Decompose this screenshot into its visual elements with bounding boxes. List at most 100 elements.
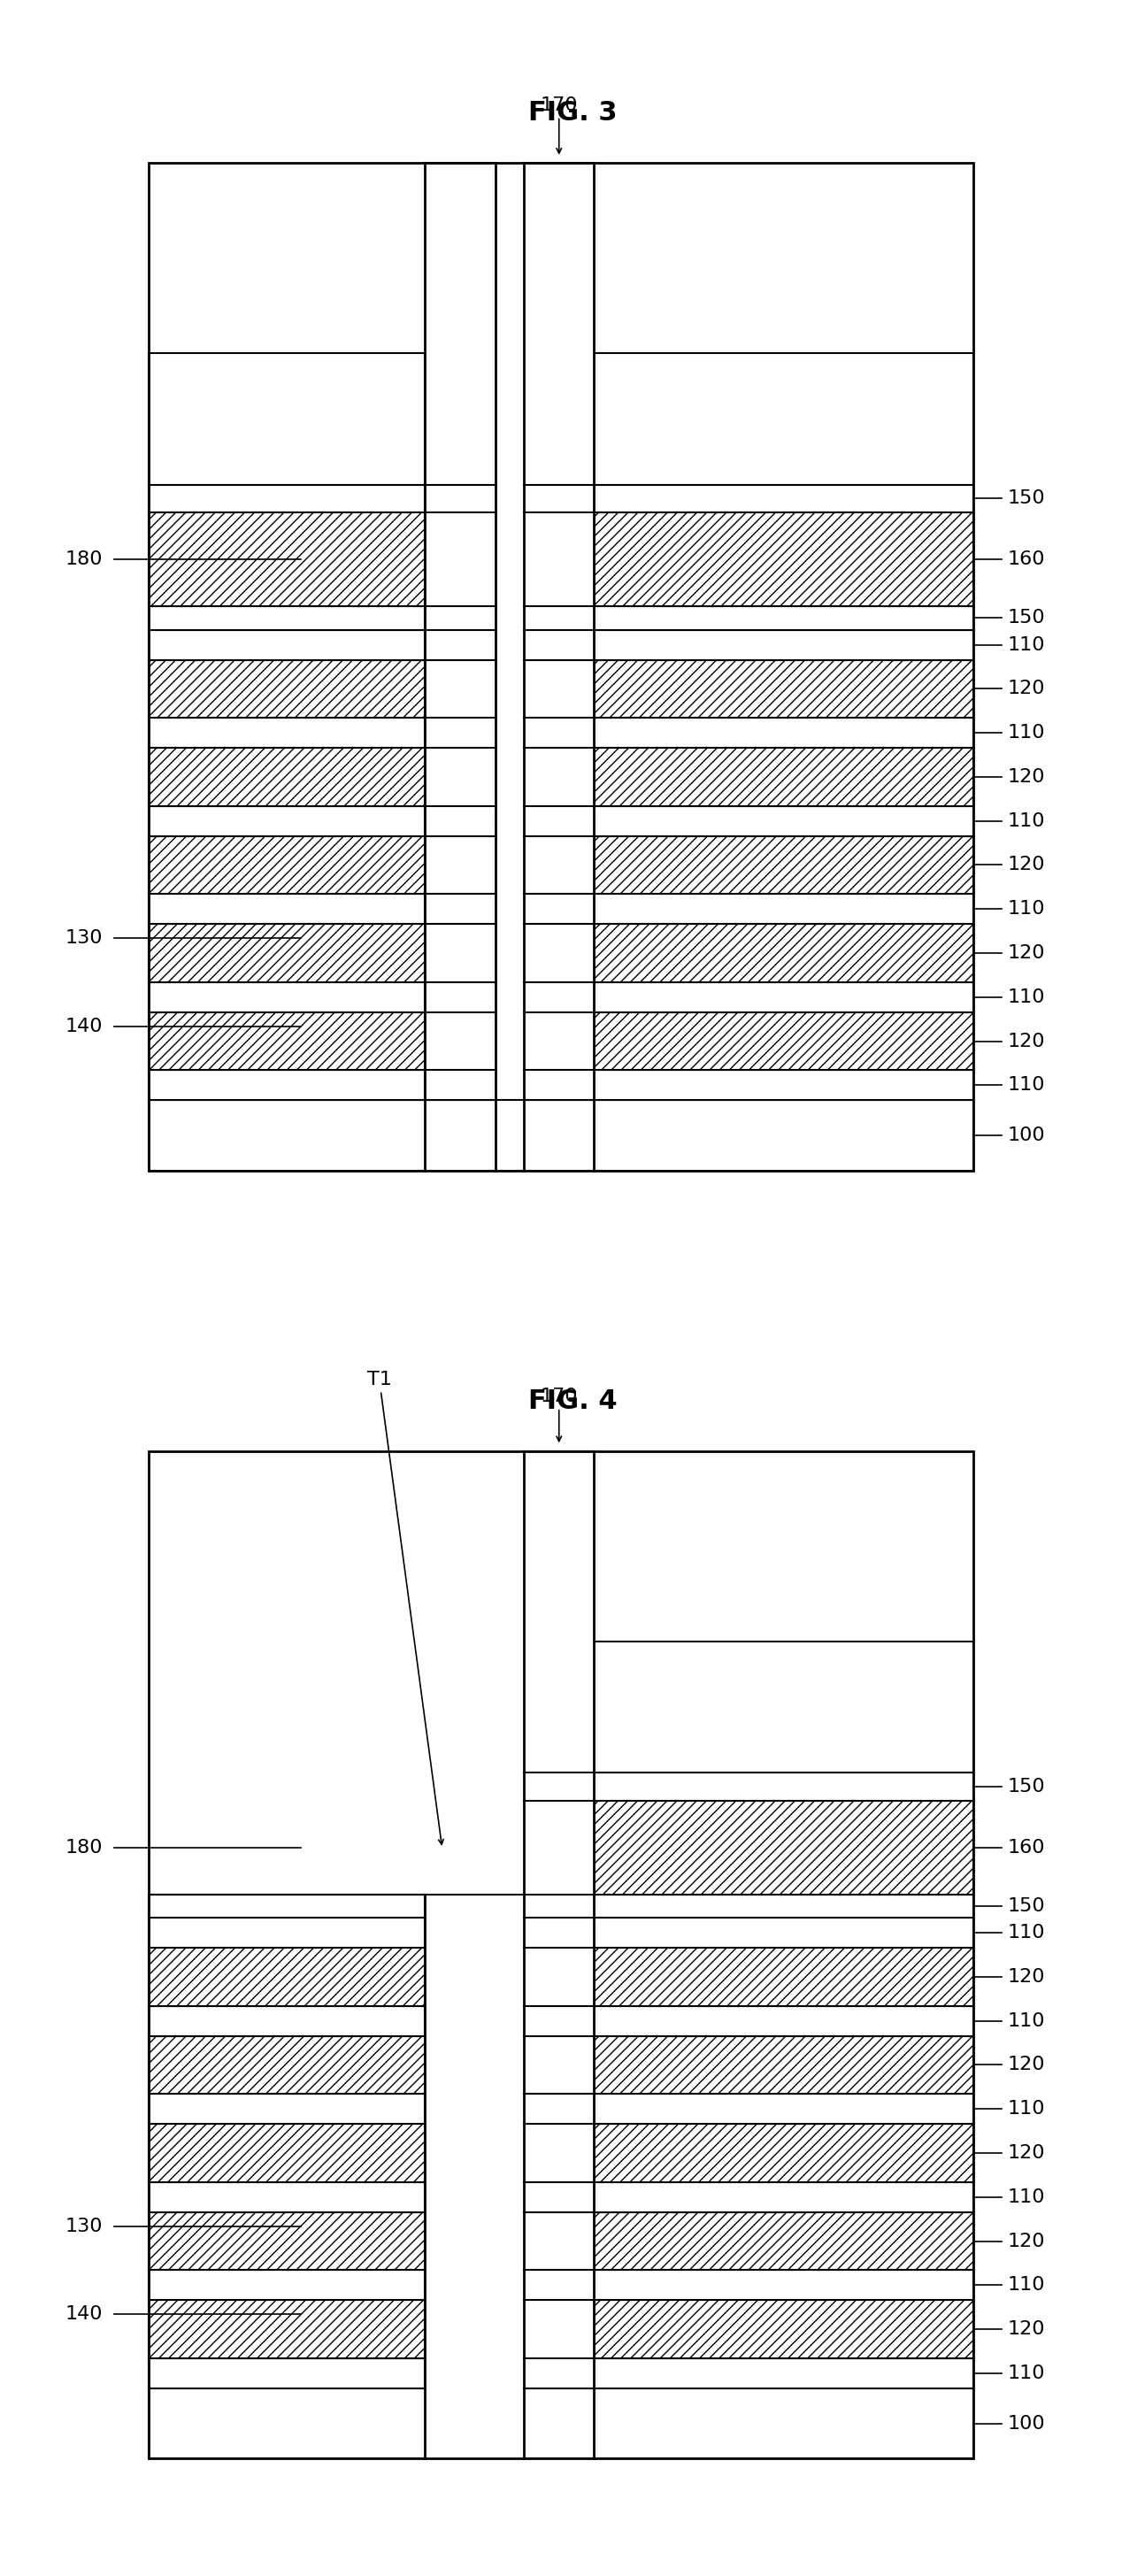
Bar bbox=[594, 2269, 973, 2300]
Bar bbox=[594, 837, 973, 894]
Bar bbox=[149, 806, 425, 837]
Bar bbox=[594, 1069, 973, 1100]
Text: 150: 150 bbox=[1008, 1777, 1045, 1795]
Text: 110: 110 bbox=[1008, 2365, 1045, 2383]
Bar bbox=[524, 162, 594, 1100]
Text: 140: 140 bbox=[65, 2306, 103, 2324]
Bar bbox=[149, 2125, 425, 2182]
Text: 120: 120 bbox=[1008, 2143, 1045, 2161]
Text: 110: 110 bbox=[1008, 989, 1045, 1007]
Text: 110: 110 bbox=[1008, 724, 1045, 742]
Bar bbox=[149, 2035, 425, 2094]
Bar bbox=[149, 894, 425, 925]
Text: 110: 110 bbox=[1008, 811, 1045, 829]
Bar bbox=[149, 1917, 425, 1947]
Bar bbox=[594, 981, 973, 1012]
Text: 120: 120 bbox=[1008, 2056, 1045, 2074]
Bar bbox=[594, 2357, 973, 2388]
Bar bbox=[594, 2300, 973, 2357]
Text: 120: 120 bbox=[1008, 1968, 1045, 1986]
Text: 180: 180 bbox=[65, 1839, 103, 1857]
Bar bbox=[594, 513, 973, 605]
Bar bbox=[594, 2213, 973, 2269]
Bar bbox=[594, 2182, 973, 2213]
Bar bbox=[594, 1893, 973, 1917]
Bar bbox=[594, 605, 973, 629]
Bar bbox=[149, 2388, 973, 2458]
Bar bbox=[149, 605, 425, 629]
Text: 120: 120 bbox=[1008, 855, 1045, 873]
Text: 150: 150 bbox=[1008, 1896, 1045, 1914]
Bar bbox=[594, 2125, 973, 2182]
Text: 110: 110 bbox=[1008, 2187, 1045, 2205]
Bar bbox=[594, 1012, 973, 1069]
Bar bbox=[594, 1917, 973, 1947]
Text: 110: 110 bbox=[1008, 2099, 1045, 2117]
Bar bbox=[149, 1100, 973, 1170]
Text: 150: 150 bbox=[1008, 489, 1045, 507]
Bar bbox=[594, 629, 973, 659]
Bar bbox=[594, 719, 973, 747]
Bar bbox=[149, 2269, 425, 2300]
Text: 170: 170 bbox=[540, 1388, 578, 1440]
Text: 120: 120 bbox=[1008, 1033, 1045, 1051]
Text: 130: 130 bbox=[65, 930, 103, 948]
Text: 110: 110 bbox=[1008, 899, 1045, 917]
Bar bbox=[594, 2007, 973, 2035]
Bar bbox=[149, 719, 425, 747]
Bar bbox=[594, 1772, 973, 1801]
Bar bbox=[524, 1450, 594, 2388]
Text: FIG. 4: FIG. 4 bbox=[528, 1388, 617, 1414]
Text: 120: 120 bbox=[1008, 680, 1045, 698]
Text: 160: 160 bbox=[1008, 551, 1045, 569]
Bar bbox=[425, 1450, 524, 2458]
Bar bbox=[149, 162, 973, 1170]
Text: 170: 170 bbox=[540, 95, 578, 152]
Bar bbox=[149, 1893, 425, 1917]
Bar bbox=[149, 1450, 973, 2458]
Bar bbox=[594, 353, 973, 484]
Bar bbox=[149, 353, 425, 484]
Bar bbox=[594, 2035, 973, 2094]
Bar bbox=[425, 162, 495, 1100]
Text: 160: 160 bbox=[1008, 1839, 1045, 1857]
Bar bbox=[149, 1947, 425, 2007]
Bar bbox=[149, 629, 425, 659]
Bar bbox=[594, 1801, 973, 1893]
Bar bbox=[149, 659, 425, 719]
Bar bbox=[149, 2213, 425, 2269]
Text: 120: 120 bbox=[1008, 2233, 1045, 2249]
Text: FIG. 3: FIG. 3 bbox=[528, 100, 617, 126]
Text: 110: 110 bbox=[1008, 1077, 1045, 1095]
Bar bbox=[594, 894, 973, 925]
Bar bbox=[594, 747, 973, 806]
Bar bbox=[594, 806, 973, 837]
Text: 110: 110 bbox=[1008, 2012, 1045, 2030]
Bar bbox=[594, 2094, 973, 2125]
Text: 110: 110 bbox=[1008, 2277, 1045, 2295]
Bar bbox=[594, 484, 973, 513]
Bar bbox=[149, 1012, 425, 1069]
Text: 140: 140 bbox=[65, 1018, 103, 1036]
Bar bbox=[149, 2094, 425, 2125]
Bar bbox=[149, 513, 425, 605]
Text: 110: 110 bbox=[1008, 636, 1045, 654]
Text: 120: 120 bbox=[1008, 2321, 1045, 2339]
Bar bbox=[149, 925, 425, 981]
Text: 100: 100 bbox=[1008, 2414, 1045, 2432]
Text: 120: 120 bbox=[1008, 945, 1045, 961]
Bar bbox=[594, 1641, 973, 1772]
Bar bbox=[149, 1069, 425, 1100]
Bar bbox=[594, 659, 973, 719]
Text: 120: 120 bbox=[1008, 768, 1045, 786]
Bar bbox=[149, 2182, 425, 2213]
Bar bbox=[149, 2300, 425, 2357]
Bar bbox=[149, 747, 425, 806]
Bar bbox=[149, 484, 425, 513]
Text: 180: 180 bbox=[65, 551, 103, 569]
Bar bbox=[594, 1947, 973, 2007]
Bar bbox=[149, 981, 425, 1012]
Text: 150: 150 bbox=[1008, 608, 1045, 626]
Text: 100: 100 bbox=[1008, 1126, 1045, 1144]
Bar bbox=[149, 2357, 425, 2388]
